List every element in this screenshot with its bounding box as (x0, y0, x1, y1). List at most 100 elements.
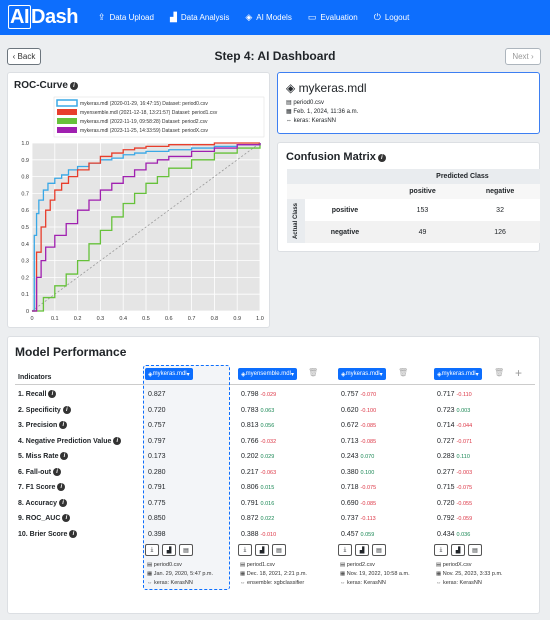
download-button[interactable]: ⤓ (434, 544, 448, 556)
model-type: ⇔ ensemble: xgbclassifier (240, 580, 305, 586)
value: 0.720 (148, 406, 166, 414)
download-button[interactable]: ⤓ (338, 544, 352, 556)
value: 0.850 (148, 515, 166, 522)
layers-icon: ◈ (241, 371, 246, 378)
metric-value: 0.737 -0.113 (338, 511, 376, 526)
model-date: ▦ Feb. 1, 2024, 11:36 a.m. (286, 109, 359, 115)
delta-value: -0.085 (360, 438, 377, 445)
indicator-label: 9. ROC_AUC i (18, 511, 71, 526)
file-button[interactable]: ▤ (468, 544, 482, 556)
metric-value: 0.872 0.022 (238, 511, 274, 526)
model-card: ◈ mykeras.mdl ▤ period0.csv ▦ Feb. 1, 20… (277, 72, 540, 134)
value: 0.457 (341, 530, 359, 538)
file-button[interactable]: ▤ (272, 544, 286, 556)
model-date: ▦ Jan. 29, 2020, 5:47 p.m. (147, 571, 214, 577)
file-button[interactable]: ▤ (179, 544, 193, 556)
trash-icon[interactable]: 🗑 (398, 368, 409, 377)
nav-logout[interactable]: ⏻ Logout (373, 12, 410, 22)
bar-chart-button[interactable]: ▟ (451, 544, 465, 556)
legend-swatch (56, 99, 78, 107)
delta-value: -0.075 (360, 485, 377, 491)
download-button[interactable]: ⤓ (145, 544, 159, 556)
legend-entry: myensemble.mdl (2021-12-18, 13:21:57) Da… (80, 110, 218, 116)
x-tick-label: 0.4 (119, 316, 127, 322)
file-button[interactable]: ▤ (372, 544, 386, 556)
metric-value: 0.714 -0.044 (434, 418, 472, 433)
info-icon[interactable]: i (59, 498, 68, 507)
value: 0.434 (437, 530, 455, 538)
model-select-dropdown[interactable]: ◈ mykeras.mdl ▾ (434, 368, 482, 380)
value: 0.872 (241, 515, 259, 522)
y-tick-label: 0 (26, 309, 29, 315)
value: 0.690 (341, 499, 359, 507)
info-icon[interactable]: i (62, 405, 71, 414)
info-icon[interactable]: i (53, 467, 62, 476)
bar-chart-button[interactable]: ▟ (255, 544, 269, 556)
nav-data-analysis[interactable]: ▟ Data Analysis (169, 12, 230, 22)
indicator-label: 4. Negative Prediction Value i (18, 434, 122, 449)
indicator-label: 2. Specificity i (18, 403, 71, 418)
legend-entry: mykeras.mdl (2022-11-19, 09:58:28) Datas… (80, 119, 208, 125)
delta-value: -0.070 (360, 392, 377, 398)
metric-value: 0.766 -0.032 (238, 434, 276, 449)
trash-icon[interactable]: 🗑 (308, 368, 319, 377)
info-icon[interactable]: i (377, 153, 386, 162)
value: 0.717 (437, 391, 455, 398)
nav-data-upload[interactable]: ⇪ Data Upload (97, 12, 154, 22)
metric-value: 0.277 -0.003 (434, 465, 472, 480)
file-icon: ▤ (286, 100, 294, 106)
y-tick-label: 0.7 (21, 191, 29, 197)
value: 0.757 (148, 422, 166, 429)
metric-value: 0.690 -0.085 (338, 496, 376, 511)
add-model-button[interactable]: + (515, 366, 523, 380)
info-icon[interactable]: i (62, 514, 71, 523)
info-icon[interactable]: i (57, 483, 66, 492)
download-button[interactable]: ⤓ (238, 544, 252, 556)
value: 0.806 (241, 484, 259, 491)
info-icon[interactable]: i (59, 421, 68, 430)
next-button[interactable]: Next › (505, 48, 541, 65)
metric-value: 0.798 -0.029 (238, 387, 276, 402)
delta-value: 0.110 (456, 454, 470, 460)
brand-logo[interactable]: AI Dash (8, 5, 78, 29)
trash-icon[interactable]: 🗑 (494, 368, 505, 377)
y-tick-label: 0.1 (21, 292, 29, 298)
model-select-dropdown[interactable]: ◈ myensemble.mdl ▾ (238, 368, 297, 380)
value: 0.783 (241, 406, 259, 414)
y-tick-label: 0.3 (21, 259, 29, 265)
delta-value: 0.056 (260, 423, 275, 429)
metric-value: 0.792 -0.059 (434, 511, 472, 526)
delta-value: 0.100 (360, 469, 375, 476)
roc-title: ROC-Curve i (14, 80, 78, 91)
bar-chart-button[interactable]: ▟ (355, 544, 369, 556)
metric-value: 0.775 (145, 496, 166, 511)
nav-ai-models[interactable]: ◈ AI Models (245, 12, 292, 22)
info-icon[interactable]: i (113, 436, 122, 445)
chevron-right-icon: › (528, 52, 534, 61)
value: 0.797 (148, 437, 166, 445)
info-icon[interactable]: i (69, 529, 78, 538)
x-tick-label: 0.6 (165, 316, 173, 322)
indicator-name: 9. ROC_AUC (18, 515, 61, 522)
roc-chart: 00 0.1 0.1 0.2 0.2 0.3 0.3 0.4 0.4 0.5 0.5 0.6 0.6 0.… (21, 96, 265, 322)
nav-evaluation[interactable]: ▭ Evaluation (307, 12, 358, 22)
confusion-title: Confusion Matrix i (286, 151, 386, 163)
power-icon: ⏻ (373, 12, 381, 22)
model-select-dropdown[interactable]: ◈ mykeras.mdl ▾ (145, 368, 193, 380)
info-icon[interactable]: i (69, 81, 78, 90)
back-button[interactable]: ‹ Back (7, 48, 41, 65)
model-name: ◈ mykeras.mdl (286, 81, 367, 95)
model-select-dropdown[interactable]: ◈ mykeras.mdl ▾ (338, 368, 386, 380)
metric-value: 0.783 0.063 (238, 403, 274, 418)
delta-value: -0.044 (456, 423, 473, 429)
info-icon[interactable]: i (48, 390, 57, 399)
indicator-label: 6. Fall-out i (18, 465, 62, 480)
metric-value: 0.280 (145, 465, 166, 480)
metric-value: 0.398 (145, 527, 166, 542)
indicator-name: 2. Specificity (18, 406, 61, 414)
y-tick-label: 0.6 (21, 208, 29, 214)
x-tick-label: 0.7 (188, 316, 196, 322)
bar-chart-button[interactable]: ▟ (162, 544, 176, 556)
info-icon[interactable]: i (60, 452, 69, 461)
model-type: ⇔ keras: KerasNN (340, 580, 386, 586)
